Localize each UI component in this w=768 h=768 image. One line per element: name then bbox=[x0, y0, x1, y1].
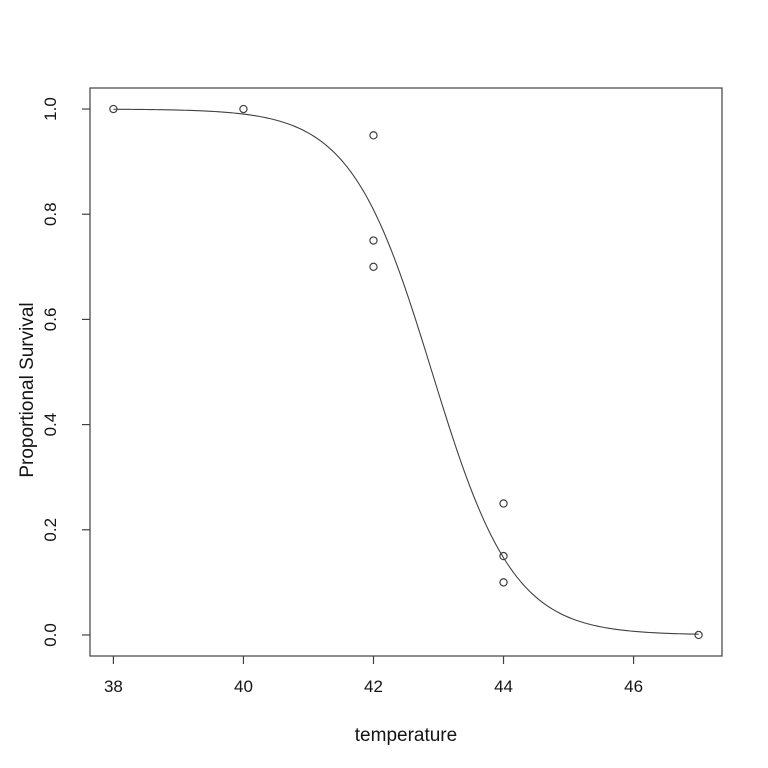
fit-curve bbox=[113, 108, 699, 635]
y-axis-title: Proportional Survival bbox=[17, 302, 38, 477]
plot-area: 38 40 42 44 46 0.0 0.2 0.4 0.6 0.8 1.0 bbox=[41, 87, 723, 696]
y-tick-label: 1.0 bbox=[41, 97, 60, 121]
y-tick-label: 0.4 bbox=[41, 413, 60, 437]
x-tick-label: 38 bbox=[104, 677, 123, 696]
data-point bbox=[369, 236, 378, 245]
data-point bbox=[499, 499, 508, 508]
plot-box bbox=[89, 87, 723, 657]
x-tick-label: 42 bbox=[364, 677, 383, 696]
data-point bbox=[499, 551, 508, 561]
data-point bbox=[694, 630, 703, 640]
x-tick-label: 44 bbox=[494, 677, 513, 696]
data-point bbox=[239, 104, 248, 114]
data-point bbox=[499, 578, 508, 587]
x-tick-label: 40 bbox=[234, 677, 253, 696]
y-tick-label: 0.2 bbox=[41, 518, 60, 542]
data-point bbox=[109, 104, 118, 114]
x-axis-title: temperature bbox=[355, 725, 457, 746]
x-tick-label: 46 bbox=[624, 677, 643, 696]
y-tick-label: 0.8 bbox=[41, 202, 60, 226]
data-point bbox=[369, 131, 378, 140]
y-tick-label: 0.6 bbox=[41, 308, 60, 332]
y-tick-label: 0.0 bbox=[41, 623, 60, 647]
data-point bbox=[369, 262, 378, 272]
